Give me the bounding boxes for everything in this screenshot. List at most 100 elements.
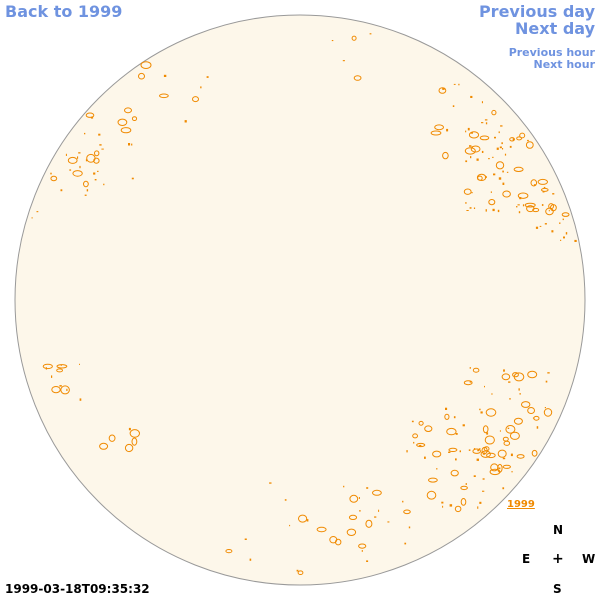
contour-speck [138, 72, 145, 80]
contour-speck [470, 95, 473, 98]
contour-speck [448, 447, 458, 452]
contour-speck [527, 407, 535, 414]
contour-speck [184, 120, 187, 123]
contour-speck [365, 519, 373, 528]
contour-speck [469, 367, 471, 369]
contour-speck [131, 437, 138, 446]
contour-speck [501, 142, 503, 145]
contour-speck [449, 504, 453, 507]
contour-speck [497, 463, 503, 473]
contour-speck [492, 208, 495, 212]
contour-speck [51, 375, 53, 378]
contour-speck [225, 549, 233, 554]
contour-speck [500, 125, 503, 127]
contour-speck [434, 124, 445, 131]
contour-speck [117, 118, 128, 127]
next-hour-link[interactable]: Next hour [533, 58, 596, 71]
contour-speck [192, 96, 199, 103]
contour-speck [342, 60, 345, 62]
contour-speck [545, 380, 548, 383]
contour-speck [97, 170, 99, 172]
contour-speck [450, 469, 459, 477]
contour-speck [472, 448, 482, 454]
contour-speck [482, 425, 489, 434]
contour-speck [436, 468, 438, 470]
contour-speck [481, 150, 484, 153]
contour-speck [518, 388, 520, 391]
contour-speck [468, 449, 471, 451]
contour-speck [498, 131, 500, 134]
contour-speck [93, 172, 96, 175]
contour-speck [465, 202, 467, 204]
contour-speck [424, 456, 426, 459]
contour-speck [442, 87, 445, 90]
next-day-link[interactable]: Next day [515, 19, 595, 38]
contour-speck [524, 202, 536, 208]
contour-speck [120, 127, 132, 134]
contour-speck [519, 132, 526, 139]
contour-speck [517, 204, 520, 206]
contour-speck [503, 440, 511, 446]
contour-speck [453, 416, 456, 419]
contour-speck [296, 569, 299, 572]
contour-speck [477, 506, 479, 509]
contour-speck [527, 370, 538, 379]
contour-speck [366, 487, 369, 489]
contour-speck [476, 158, 479, 161]
contour-speck [470, 145, 481, 153]
contour-speck [200, 86, 202, 89]
contour-speck [485, 122, 488, 125]
contour-speck [289, 524, 291, 527]
contour-speck [69, 169, 72, 171]
contour-speck [378, 509, 380, 512]
contour-speck [495, 161, 505, 170]
contour-speck [544, 407, 546, 409]
contour-speck [77, 156, 79, 159]
contour-speck [502, 457, 506, 460]
contour-speck [471, 192, 473, 194]
contour-speck [128, 427, 131, 431]
contour-speck [562, 218, 564, 221]
contour-speck [129, 429, 141, 438]
contour-speck [446, 128, 449, 132]
contour-speck [486, 452, 496, 459]
contour-speck [469, 145, 472, 147]
observation-timestamp: 1999-03-18T09:35:32 [5, 582, 150, 596]
contour-speck [512, 138, 514, 141]
contour-speck [543, 408, 553, 417]
contour-speck [535, 226, 539, 229]
contour-speck [455, 458, 457, 461]
contour-speck [374, 516, 377, 518]
contour-speck [509, 431, 520, 440]
contour-speck [532, 207, 540, 213]
contour-speck [484, 119, 488, 121]
contour-speck [459, 450, 461, 453]
previous-hour-link[interactable]: Previous hour [508, 46, 595, 59]
contour-speck [517, 192, 529, 199]
contour-speck [65, 153, 67, 156]
contour-speck [480, 411, 483, 414]
contour-speck [60, 385, 70, 395]
back-to-year-link[interactable]: Back to 1999 [5, 2, 123, 21]
contour-speck [438, 87, 447, 94]
contour-speck [574, 239, 577, 242]
contour-speck [516, 206, 518, 208]
contour-speck [482, 478, 485, 480]
contour-speck [465, 483, 467, 485]
contour-speck [463, 380, 473, 386]
contour-speck [548, 203, 554, 210]
year-link[interactable]: 1999 [507, 499, 535, 510]
contour-speck [445, 407, 448, 410]
contour-speck [458, 83, 460, 86]
contour-speck [502, 464, 511, 469]
contour-speck [59, 385, 62, 387]
contour-speck [60, 189, 63, 192]
contour-speck [483, 446, 490, 452]
contour-speck [452, 105, 455, 107]
previous-day-link[interactable]: Previous day [478, 2, 595, 21]
contour-speck [544, 223, 547, 225]
contour-speck [470, 132, 473, 134]
contour-speck [453, 83, 456, 85]
contour-speck [513, 417, 523, 425]
